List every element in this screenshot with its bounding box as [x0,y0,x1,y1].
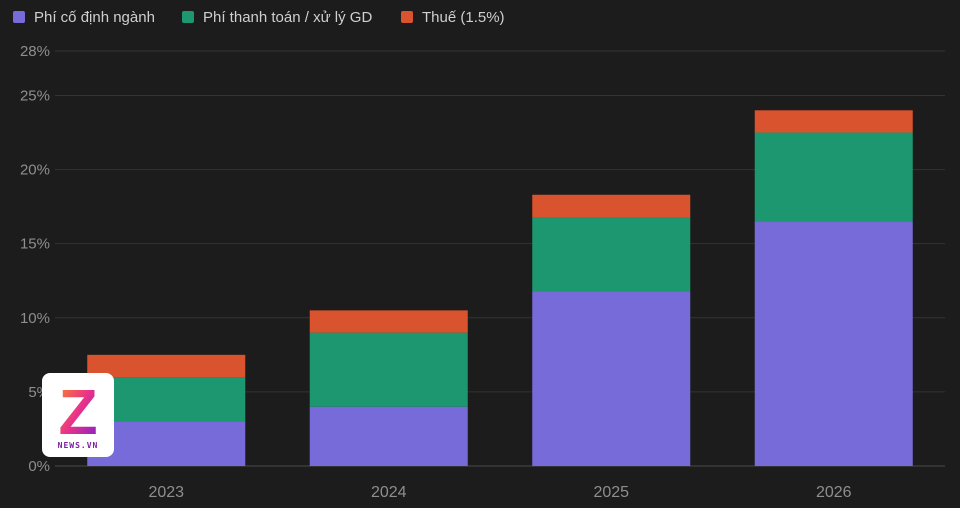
bar-2025-series-2 [532,194,691,217]
bars [87,110,913,466]
y-tick-label: 25% [20,87,50,104]
y-tick-label: 0% [28,458,50,475]
legend: Phí cố định ngành Phí thanh toán / xử lý … [13,9,505,26]
logo-z-letter: Z [58,376,97,448]
y-tick-label: 10% [20,310,50,327]
x-axis-ticks: 2023 2024 2025 2026 [148,484,851,501]
legend-swatch-0 [13,11,25,23]
legend-label-2: Thuế (1.5%) [422,9,505,26]
bar-2026-series-2 [754,110,913,133]
bar-2025-series-0 [532,291,691,466]
logo-badge [42,373,114,457]
logo-text: NEWS.VN [58,441,99,450]
x-tick-label-2024: 2024 [371,484,407,501]
legend-label-1: Phí thanh toán / xử lý GD [203,9,372,26]
watermark-logo: Z NEWS.VN [42,373,114,457]
bar-2024-series-0 [309,406,468,466]
y-tick-label: 15% [20,236,50,253]
bar-2026-series-0 [754,221,913,466]
bar-2024-series-1 [309,332,468,407]
y-tick-label: 20% [20,162,50,179]
bar-2026-series-1 [754,132,913,222]
legend-swatch-2 [401,11,413,23]
x-tick-label-2025: 2025 [593,484,629,501]
y-tick-label: 28% [20,43,50,60]
x-tick-label-2026: 2026 [816,484,852,501]
legend-label-0: Phí cố định ngành [34,9,155,26]
bar-2024-series-2 [309,310,468,333]
x-tick-label-2023: 2023 [148,484,184,501]
bar-2025-series-1 [532,217,691,292]
legend-swatch-1 [182,11,194,23]
bar-2023-series-2 [87,354,246,378]
